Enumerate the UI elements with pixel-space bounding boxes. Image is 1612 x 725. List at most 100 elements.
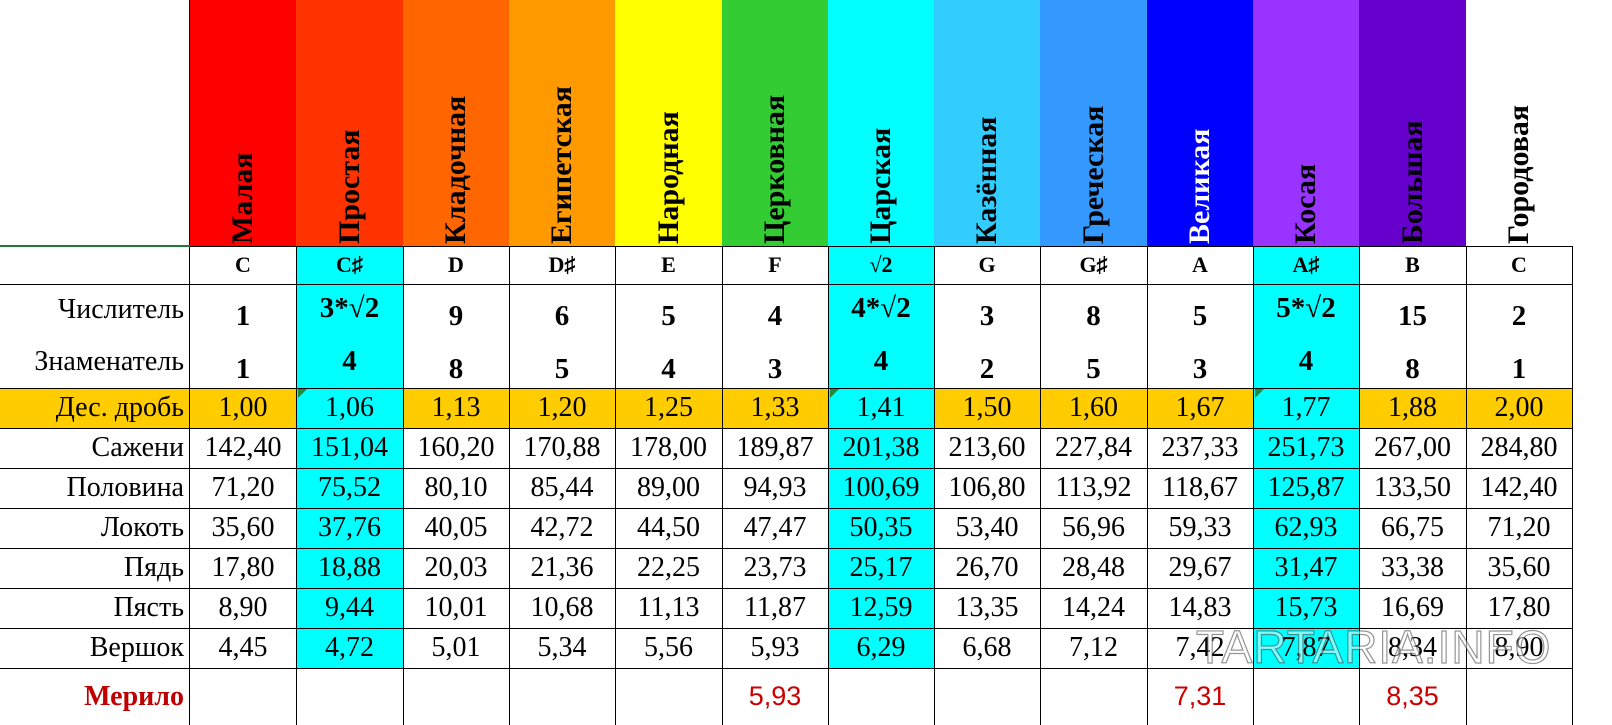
cell-vershok-12[interactable]: 8,90 bbox=[1494, 632, 1544, 663]
cell-polovina-8[interactable]: 113,92 bbox=[1055, 472, 1132, 503]
cell-den-3[interactable]: 5 bbox=[554, 353, 570, 385]
cell-merilo-0[interactable] bbox=[190, 668, 296, 725]
cell-lokot-9[interactable]: 59,33 bbox=[1168, 512, 1232, 543]
cell-vershok-10[interactable]: 7,87 bbox=[1253, 628, 1359, 668]
cell-sazheni-7[interactable]: 213,60 bbox=[948, 432, 1026, 463]
cell-dec-3[interactable]: 1,20 bbox=[509, 388, 615, 428]
cell-pyad-8[interactable]: 28,48 bbox=[1062, 552, 1125, 583]
cell-pyast-10[interactable]: 15,73 bbox=[1253, 588, 1359, 628]
cell-num-12[interactable]: 2 bbox=[1511, 300, 1527, 332]
cell-header-5[interactable]: Церковная bbox=[722, 0, 828, 246]
cell-note-2[interactable]: D bbox=[448, 252, 464, 277]
cell-sazheni-4[interactable]: 178,00 bbox=[630, 432, 707, 463]
cell-vershok-1[interactable]: 4,72 bbox=[296, 628, 403, 668]
cell-sazheni-1[interactable]: 151,04 bbox=[296, 428, 403, 468]
cell-note-0[interactable]: C bbox=[235, 252, 251, 277]
cell-sazheni-9[interactable]: 237,33 bbox=[1161, 432, 1239, 463]
cell-polovina-2[interactable]: 80,10 bbox=[424, 472, 488, 503]
cell-header-0[interactable]: Малая bbox=[190, 0, 296, 246]
cell-pyad-1[interactable]: 18,88 bbox=[296, 548, 403, 588]
cell-polovina-6[interactable]: 100,69 bbox=[828, 468, 934, 508]
cell-polovina-10[interactable]: 125,87 bbox=[1253, 468, 1359, 508]
cell-num-5[interactable]: 4 bbox=[767, 300, 783, 332]
cell-vershok-4[interactable]: 5,56 bbox=[644, 632, 693, 663]
cell-header-2[interactable]: Кладочная bbox=[403, 0, 509, 246]
cell-lokot-12[interactable]: 71,20 bbox=[1487, 512, 1551, 543]
cell-dec-9[interactable]: 1,67 bbox=[1147, 388, 1253, 428]
cell-merilo-4[interactable] bbox=[615, 668, 722, 725]
cell-dec-5[interactable]: 1,33 bbox=[722, 388, 828, 428]
cell-note-11[interactable]: B bbox=[1405, 252, 1420, 277]
cell-pyad-5[interactable]: 23,73 bbox=[743, 552, 807, 583]
cell-polovina-3[interactable]: 85,44 bbox=[530, 472, 594, 503]
cell-pyad-3[interactable]: 21,36 bbox=[530, 552, 594, 583]
cell-dec-0[interactable]: 1,00 bbox=[190, 388, 296, 428]
cell-lokot-7[interactable]: 53,40 bbox=[955, 512, 1019, 543]
cell-dec-7[interactable]: 1,50 bbox=[934, 388, 1040, 428]
cell-merilo-3[interactable] bbox=[509, 668, 615, 725]
cell-note-9[interactable]: A bbox=[1192, 252, 1208, 277]
cell-sazheni-11[interactable]: 267,00 bbox=[1374, 432, 1451, 463]
cell-header-12[interactable]: Городовая bbox=[1466, 0, 1572, 246]
row-label-pyast[interactable]: Пясть bbox=[113, 592, 184, 623]
cell-header-7[interactable]: Казённая bbox=[934, 0, 1040, 246]
cell-vershok-5[interactable]: 5,93 bbox=[750, 632, 800, 663]
cell-sazheni-5[interactable]: 189,87 bbox=[736, 432, 814, 463]
cell-num-0[interactable]: 1 bbox=[235, 300, 251, 332]
cell-pyast-0[interactable]: 8,90 bbox=[218, 592, 268, 623]
cell-merilo-2[interactable] bbox=[403, 668, 509, 725]
cell-pyast-7[interactable]: 13,35 bbox=[955, 592, 1019, 623]
cell-vershok-11[interactable]: 8,34 bbox=[1388, 632, 1437, 663]
cell-lokot-6[interactable]: 50,35 bbox=[828, 508, 934, 548]
cell-pyast-8[interactable]: 14,24 bbox=[1062, 592, 1125, 623]
cell-header-6[interactable]: Царская bbox=[828, 0, 934, 246]
cell-pyast-11[interactable]: 16,69 bbox=[1381, 592, 1444, 623]
cell-pyast-2[interactable]: 10,01 bbox=[424, 592, 488, 623]
cell-pyad-11[interactable]: 33,38 bbox=[1381, 552, 1444, 583]
cell-merilo-1[interactable] bbox=[296, 668, 403, 725]
cell-sazheni-3[interactable]: 170,88 bbox=[523, 432, 601, 463]
cell-header-8[interactable]: Греческая bbox=[1040, 0, 1147, 246]
cell-lokot-1[interactable]: 37,76 bbox=[296, 508, 403, 548]
cell-pyast-1[interactable]: 9,44 bbox=[296, 588, 403, 628]
cell-pyast-3[interactable]: 10,68 bbox=[530, 592, 594, 623]
cell-dec-12[interactable]: 2,00 bbox=[1466, 388, 1572, 428]
cell-pyad-4[interactable]: 22,25 bbox=[637, 552, 700, 583]
cell-vershok-6[interactable]: 6,29 bbox=[828, 628, 934, 668]
cell-lokot-3[interactable]: 42,72 bbox=[530, 512, 594, 543]
cell-sazheni-2[interactable]: 160,20 bbox=[417, 432, 495, 463]
cell-header-10[interactable]: Косая bbox=[1253, 0, 1359, 246]
cell-lokot-4[interactable]: 44,50 bbox=[637, 512, 700, 543]
cell-vershok-2[interactable]: 5,01 bbox=[431, 632, 481, 663]
cell-lokot-11[interactable]: 66,75 bbox=[1381, 512, 1444, 543]
cell-pyad-9[interactable]: 29,67 bbox=[1168, 552, 1232, 583]
cell-pyad-7[interactable]: 26,70 bbox=[955, 552, 1019, 583]
cell-num-4[interactable]: 5 bbox=[661, 300, 676, 332]
cell-header-3[interactable]: Египетская bbox=[509, 0, 615, 246]
row-label-sazheni[interactable]: Сажени bbox=[91, 432, 184, 463]
cell-pyad-2[interactable]: 20,03 bbox=[424, 552, 488, 583]
cell-lokot-8[interactable]: 56,96 bbox=[1062, 512, 1125, 543]
cell-sazheni-8[interactable]: 227,84 bbox=[1055, 432, 1132, 463]
cell-lokot-10[interactable]: 62,93 bbox=[1253, 508, 1359, 548]
cell-den-4[interactable]: 4 bbox=[661, 353, 676, 385]
cell-den-1[interactable]: 4 bbox=[296, 335, 403, 388]
cell-polovina-0[interactable]: 71,20 bbox=[211, 472, 275, 503]
cell-note-1[interactable]: C♯ bbox=[296, 246, 403, 284]
cell-num-10[interactable]: 5*√2 bbox=[1253, 284, 1359, 335]
cell-header-4[interactable]: Народная bbox=[615, 0, 722, 246]
cell-note-6[interactable]: √2 bbox=[828, 246, 934, 284]
cell-sazheni-0[interactable]: 142,40 bbox=[204, 432, 282, 463]
cell-merilo-12[interactable] bbox=[1466, 668, 1572, 725]
cell-num-9[interactable]: 5 bbox=[1192, 300, 1208, 332]
cell-num-3[interactable]: 6 bbox=[554, 300, 570, 332]
cell-note-3[interactable]: D♯ bbox=[548, 252, 576, 277]
cell-den-2[interactable]: 8 bbox=[448, 353, 464, 385]
cell-den-0[interactable]: 1 bbox=[235, 353, 251, 385]
cell-num-11[interactable]: 15 bbox=[1398, 300, 1427, 332]
cell-header-11[interactable]: Большая bbox=[1359, 0, 1466, 246]
cell-dec-10[interactable]: 1,77 bbox=[1253, 388, 1359, 428]
cell-vershok-9[interactable]: 7,42 bbox=[1175, 632, 1225, 663]
cell-num-8[interactable]: 8 bbox=[1086, 300, 1101, 332]
cell-note-10[interactable]: A♯ bbox=[1253, 246, 1359, 284]
